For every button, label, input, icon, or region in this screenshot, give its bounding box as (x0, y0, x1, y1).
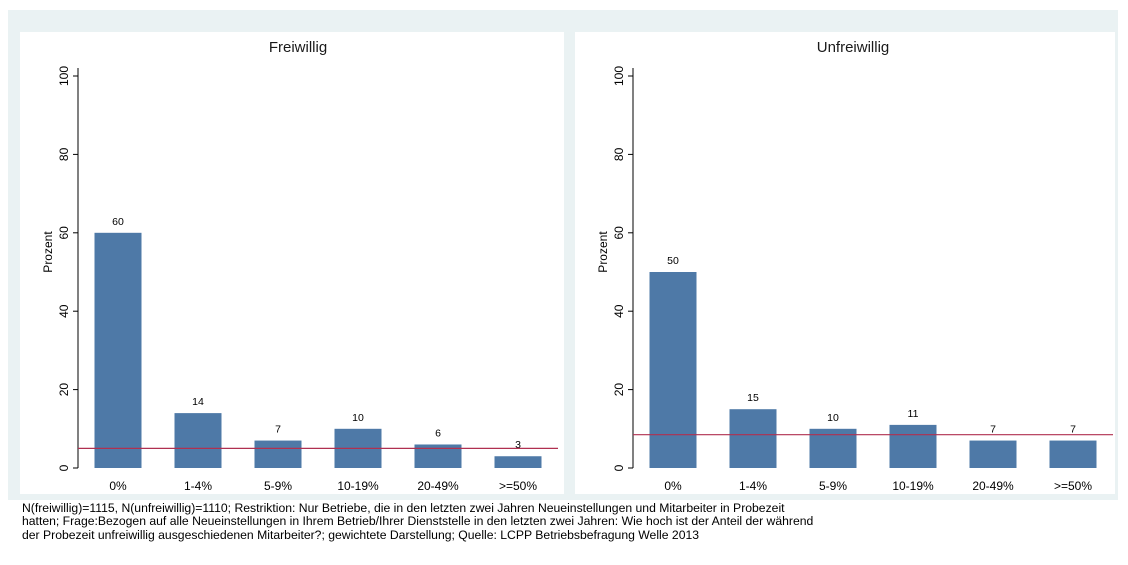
page-title-strip (0, 0, 1128, 8)
footnote-line: N(freiwillig)=1115, N(unfreiwillig)=1110… (22, 501, 785, 515)
bar (889, 424, 937, 468)
y-tick-label: 0 (612, 464, 626, 471)
chart-panel: Unfreiwillig 0 20 40 60 80 100 Prozent 50 0% 15 1-4… (575, 32, 1115, 494)
footnote-line: der Probezeit unfreiwillig ausgeschieden… (22, 527, 700, 542)
bar-chart: Freiwillig020406080100Prozent600%141-4%7… (20, 32, 1115, 494)
x-category-label: 0% (109, 479, 127, 493)
y-tick-label: 40 (57, 304, 71, 318)
bar-value-label: 50 (667, 255, 679, 267)
bar-value-label: 7 (1070, 424, 1076, 436)
bar (94, 232, 142, 468)
x-category-label: >=50% (499, 479, 537, 493)
bar (254, 440, 302, 468)
bar (1049, 440, 1097, 468)
bar-value-label: 15 (747, 392, 759, 404)
x-category-label: 1-4% (184, 479, 212, 493)
bar-value-label: 3 (515, 439, 521, 451)
chart-panel: Freiwillig020406080100Prozent600%141-4%7… (20, 32, 564, 494)
x-category-label: 10-19% (337, 479, 379, 493)
x-category-label: 5-9% (264, 479, 292, 493)
y-tick-label: 20 (57, 383, 71, 397)
bar-value-label: 6 (435, 427, 441, 439)
x-category-label: >=50% (1054, 479, 1092, 493)
bar-value-label: 11 (908, 408, 919, 420)
panel-title: Unfreiwillig (817, 39, 890, 56)
y-tick-label: 100 (612, 66, 626, 86)
bar-value-label: 10 (352, 412, 364, 424)
bar-value-label: 7 (275, 424, 281, 436)
y-axis-label: Prozent (41, 231, 55, 273)
graph-region: Freiwillig 0 20 40 60 80 100 Prozent 60 0% 14 1-4% 7… (8, 10, 1118, 500)
bar-value-label: 10 (827, 412, 839, 424)
y-tick-label: 60 (612, 226, 626, 240)
x-category-label: 5-9% (819, 479, 847, 493)
y-tick-label: 80 (612, 147, 626, 161)
bar-value-label: 7 (990, 424, 996, 436)
footnote-line: hatten; Frage:Bezogen auf alle Neueinste… (22, 514, 814, 529)
bar (729, 409, 777, 468)
footnote: N(freiwillig)=1115, N(unfreiwillig)=1110… (22, 501, 1112, 542)
bar (649, 272, 697, 468)
x-category-label: 20-49% (417, 479, 459, 493)
y-tick-label: 20 (612, 383, 626, 397)
bar (969, 440, 1017, 468)
y-axis-label: Prozent (596, 231, 610, 273)
y-tick-label: 0 (57, 464, 71, 471)
bar (174, 413, 222, 468)
x-category-label: 1-4% (739, 479, 767, 493)
bar (414, 444, 462, 468)
x-category-label: 10-19% (892, 479, 934, 493)
y-tick-label: 100 (57, 66, 71, 86)
x-category-label: 0% (664, 479, 682, 493)
y-tick-label: 60 (57, 226, 71, 240)
y-tick-label: 80 (57, 147, 71, 161)
x-category-label: 20-49% (972, 479, 1014, 493)
bar (809, 428, 857, 468)
panel-title: Freiwillig (269, 39, 327, 56)
bar-value-label: 60 (112, 216, 124, 228)
bar-value-label: 14 (192, 396, 204, 408)
y-tick-label: 40 (612, 304, 626, 318)
bar (494, 456, 542, 468)
